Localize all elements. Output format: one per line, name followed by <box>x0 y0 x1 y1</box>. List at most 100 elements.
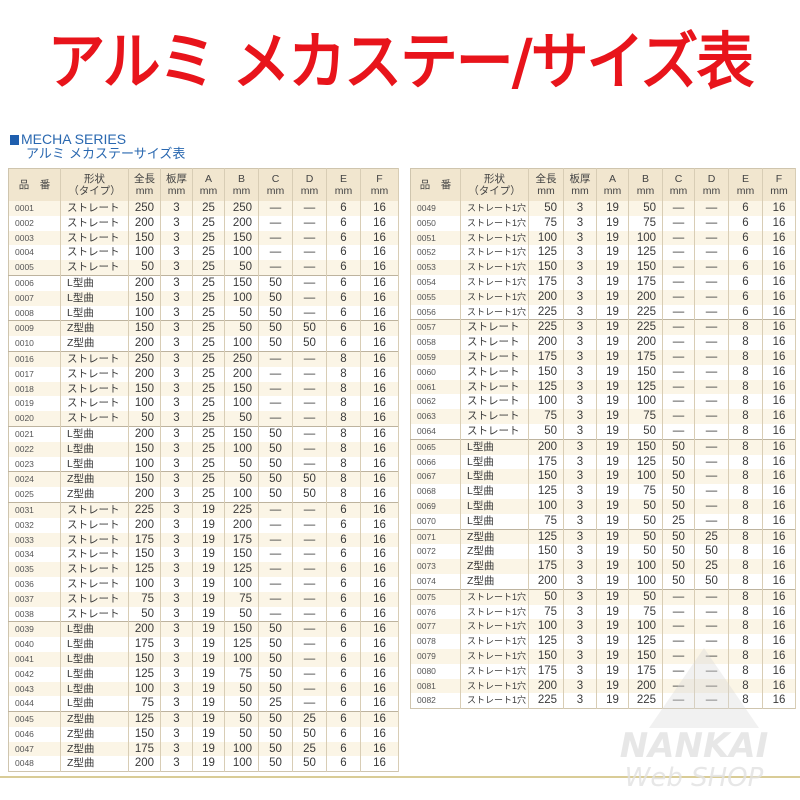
cell-b: 50 <box>224 305 259 321</box>
header-thickness: 板厚 mm <box>563 168 597 201</box>
cell-e: 8 <box>728 394 763 410</box>
cell-c: 50 <box>258 637 293 652</box>
cell-type: ストレート <box>60 366 129 382</box>
cell-type: ストレート1穴 <box>460 619 529 635</box>
cell-length: 225 <box>128 501 161 518</box>
header-label: 全長 <box>134 173 155 185</box>
cell-f: 16 <box>360 290 399 306</box>
cell-d: — <box>292 411 327 427</box>
cell-b: 100 <box>628 230 663 246</box>
table-row: 0001 ストレート 250 3 25 250— —6 16 <box>8 201 399 216</box>
cell-f: 16 <box>762 304 796 320</box>
cell-thickness: 3 <box>563 319 597 336</box>
table-row: 0041 L型曲 150 3 19 100 50—6 16 <box>8 651 399 667</box>
cell-b: 75 <box>224 591 259 607</box>
cell-length: 150 <box>528 648 564 664</box>
cell-c: — <box>258 396 293 412</box>
cell-e: 8 <box>728 454 763 470</box>
cell-f: 16 <box>360 562 399 577</box>
cell-length: 150 <box>128 441 161 457</box>
cell-b: 150 <box>224 230 259 246</box>
cell-type: ストレート <box>60 215 129 231</box>
cell-a: 19 <box>596 215 629 231</box>
cell-e: 6 <box>326 606 361 622</box>
cell-code: 0051 <box>410 230 461 246</box>
cell-d: 50 <box>694 544 729 560</box>
cell-a: 25 <box>192 411 225 427</box>
cell-thickness: 3 <box>563 201 597 216</box>
cell-type: ストレート1穴 <box>460 693 529 709</box>
table-row: 0037 ストレート 75 3 19 75— —6 16 <box>8 591 399 607</box>
cell-e: 8 <box>728 528 763 545</box>
cell-c: 50 <box>258 274 293 291</box>
cell-length: 175 <box>528 663 564 679</box>
cell-a: 19 <box>192 606 225 622</box>
cell-d: — <box>694 588 729 605</box>
cell-a: 19 <box>192 666 225 682</box>
cell-c: 50 <box>258 681 293 697</box>
cell-code: 0006 <box>8 274 61 291</box>
cell-b: 175 <box>628 663 663 679</box>
cell-type: L型曲 <box>460 484 529 499</box>
cell-length: 125 <box>528 379 564 395</box>
table-row: 0034 ストレート 150 3 19 150— —6 16 <box>8 547 399 563</box>
cell-c: — <box>258 501 293 518</box>
cell-thickness: 3 <box>563 423 597 440</box>
cell-length: 125 <box>128 666 161 682</box>
cell-e: 6 <box>728 215 763 231</box>
cell-d: — <box>292 425 327 442</box>
cell-type: ストレート <box>460 379 529 395</box>
table-row: 0049 ストレート1穴 50 3 19 50— —6 16 <box>410 201 796 216</box>
cell-c: — <box>662 349 695 365</box>
cell-b: 50 <box>628 201 663 216</box>
cell-d: — <box>292 245 327 261</box>
cell-f: 16 <box>762 245 796 261</box>
cell-thickness: 3 <box>160 637 193 652</box>
cell-b: 50 <box>224 726 259 742</box>
cell-code: 0080 <box>410 663 461 679</box>
cell-type: ストレート <box>460 335 529 350</box>
cell-b: 125 <box>224 562 259 577</box>
cell-e: 6 <box>326 517 361 533</box>
cell-length: 200 <box>128 336 161 352</box>
cell-b: 150 <box>628 648 663 664</box>
cell-d: — <box>292 651 327 667</box>
table-row: 0054 ストレート1穴 175 3 19 175— —6 16 <box>410 274 796 290</box>
cell-code: 0056 <box>410 304 461 320</box>
table-row: 0042 L型曲 125 3 19 75 50—6 16 <box>8 666 399 682</box>
cell-c: — <box>662 663 695 679</box>
cell-f: 16 <box>360 591 399 607</box>
cell-c: — <box>258 366 293 382</box>
cell-a: 25 <box>192 441 225 457</box>
cell-length: 150 <box>128 471 161 488</box>
cell-code: 0077 <box>410 619 461 635</box>
cell-a: 19 <box>596 573 629 590</box>
cell-thickness: 3 <box>160 201 193 216</box>
cell-b: 150 <box>224 425 259 442</box>
cell-c: — <box>258 215 293 231</box>
cell-d: — <box>694 201 729 216</box>
table-row: 0043 L型曲 100 3 19 50 50—6 16 <box>8 681 399 697</box>
cell-thickness: 3 <box>160 290 193 306</box>
table-row: 0022 L型曲 150 3 25 100 50—8 16 <box>8 441 399 457</box>
cell-thickness: 3 <box>160 711 193 727</box>
table-row: 0072 Z型曲 150 3 19 50 50 50 8 16 <box>410 544 796 560</box>
cell-e: 6 <box>728 304 763 320</box>
cell-c: 50 <box>258 741 293 757</box>
cell-b: 100 <box>628 394 663 410</box>
cell-code: 0032 <box>8 517 61 533</box>
cell-type: L型曲 <box>60 456 129 472</box>
cell-type: L型曲 <box>60 441 129 457</box>
header-label: D <box>707 173 716 185</box>
cell-f: 16 <box>762 648 796 664</box>
cell-b: 150 <box>224 381 259 397</box>
cell-e: 6 <box>326 547 361 563</box>
cell-f: 16 <box>762 544 796 560</box>
cell-thickness: 3 <box>160 320 193 337</box>
cell-a: 19 <box>596 304 629 320</box>
cell-thickness: 3 <box>160 562 193 577</box>
cell-f: 16 <box>762 513 796 530</box>
cell-b: 200 <box>628 289 663 305</box>
cell-d: — <box>292 215 327 231</box>
